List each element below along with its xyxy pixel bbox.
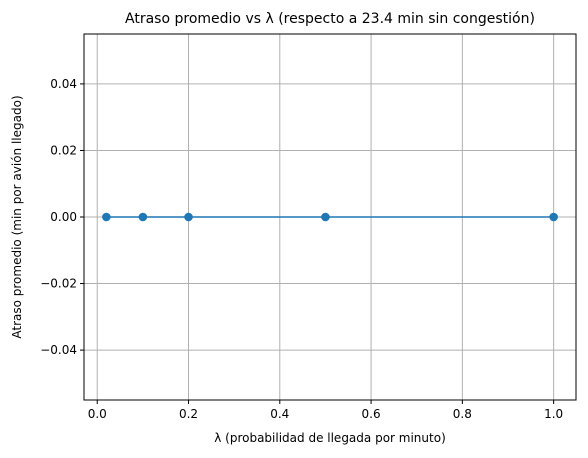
data-point: [321, 212, 330, 222]
data-point: [138, 212, 148, 222]
x-tick-label: 0.2: [179, 407, 198, 421]
data-point: [549, 212, 558, 222]
x-tick-label: 1.0: [544, 407, 563, 421]
chart-title: Atraso promedio vs λ (respecto a 23.4 mi…: [125, 11, 535, 27]
x-tick-label: 0.6: [362, 407, 381, 421]
y-axis-ticks: −0.04 −0.02 0.00 0.02 0.04: [40, 77, 84, 357]
y-axis-label: Atraso promedio (min por avión llegado): [10, 95, 24, 338]
series-layer: [102, 212, 558, 222]
data-point: [102, 212, 111, 222]
y-tick-label: 0.04: [50, 77, 77, 91]
x-tick-label: 0.8: [453, 407, 472, 421]
x-axis-label: λ (probabilidad de llegada por minuto): [214, 431, 446, 445]
x-tick-label: 0.0: [88, 407, 107, 421]
y-tick-label: 0.00: [50, 210, 77, 224]
data-point: [184, 212, 193, 222]
x-tick-label: 0.4: [270, 407, 289, 421]
y-tick-label: 0.02: [50, 143, 77, 157]
x-axis-ticks: 0.0 0.2 0.4 0.6 0.8 1.0: [88, 400, 563, 421]
y-tick-label: −0.04: [40, 343, 77, 357]
y-tick-label: −0.02: [40, 277, 77, 291]
